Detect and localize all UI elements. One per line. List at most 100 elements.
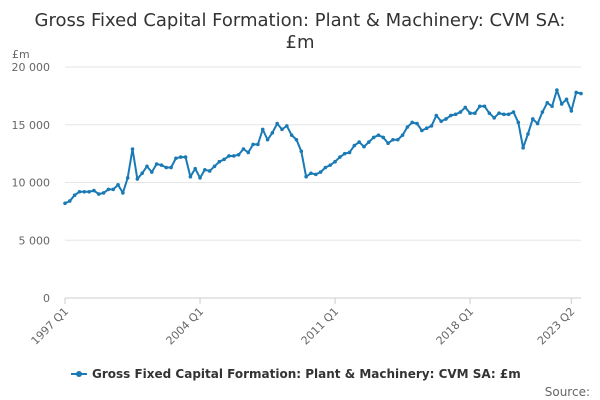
data-point[interactable]: [526, 132, 530, 136]
data-point[interactable]: [434, 113, 439, 118]
data-point[interactable]: [222, 157, 226, 162]
data-point[interactable]: [106, 187, 111, 192]
data-point[interactable]: [579, 91, 583, 96]
data-point[interactable]: [130, 147, 135, 151]
data-point[interactable]: [289, 133, 294, 137]
data-point[interactable]: [217, 159, 222, 164]
data-point[interactable]: [251, 142, 255, 147]
data-point[interactable]: [477, 104, 482, 109]
data-point[interactable]: [574, 90, 578, 95]
data-point[interactable]: [559, 102, 564, 106]
data-point[interactable]: [145, 164, 149, 169]
data-point[interactable]: [497, 111, 501, 115]
data-point[interactable]: [198, 176, 202, 180]
data-point[interactable]: [169, 165, 173, 170]
data-point[interactable]: [260, 127, 265, 132]
data-point[interactable]: [275, 121, 279, 126]
data-point[interactable]: [241, 147, 246, 151]
data-point[interactable]: [265, 137, 270, 142]
data-point[interactable]: [96, 192, 101, 196]
data-point[interactable]: [545, 101, 550, 105]
data-point[interactable]: [487, 111, 492, 115]
data-point[interactable]: [164, 165, 169, 170]
data-point[interactable]: [285, 124, 289, 128]
data-point[interactable]: [193, 166, 198, 171]
data-point[interactable]: [294, 137, 299, 142]
data-point[interactable]: [473, 111, 477, 115]
data-point[interactable]: [116, 183, 120, 187]
data-point[interactable]: [357, 140, 361, 144]
data-point[interactable]: [159, 163, 164, 167]
data-point[interactable]: [174, 156, 178, 161]
data-point[interactable]: [492, 116, 497, 120]
data-point[interactable]: [463, 105, 468, 110]
data-point[interactable]: [125, 176, 130, 180]
data-point[interactable]: [63, 201, 67, 206]
data-point[interactable]: [280, 127, 284, 132]
data-point[interactable]: [371, 135, 376, 140]
data-point[interactable]: [405, 125, 410, 129]
data-point[interactable]: [72, 193, 77, 197]
data-point[interactable]: [410, 120, 415, 125]
data-point[interactable]: [270, 131, 275, 135]
data-point[interactable]: [482, 104, 487, 109]
data-point[interactable]: [458, 110, 463, 114]
data-point[interactable]: [362, 144, 366, 149]
data-point[interactable]: [453, 112, 458, 117]
data-point[interactable]: [535, 121, 540, 126]
data-point[interactable]: [227, 154, 231, 158]
data-point[interactable]: [333, 159, 337, 164]
data-point[interactable]: [429, 124, 434, 128]
data-point[interactable]: [207, 169, 212, 173]
data-point[interactable]: [188, 174, 193, 179]
data-point[interactable]: [256, 142, 260, 147]
data-point[interactable]: [516, 120, 521, 125]
data-point[interactable]: [550, 104, 554, 109]
data-point[interactable]: [338, 155, 342, 159]
data-point[interactable]: [439, 119, 443, 124]
data-point[interactable]: [101, 191, 106, 195]
data-point[interactable]: [178, 155, 183, 159]
data-point[interactable]: [468, 111, 472, 115]
data-point[interactable]: [309, 171, 313, 176]
legend[interactable]: Gross Fixed Capital Formation: Plant & M…: [71, 367, 521, 381]
data-point[interactable]: [415, 121, 419, 126]
data-point[interactable]: [391, 137, 395, 142]
data-point[interactable]: [246, 150, 251, 155]
data-point[interactable]: [569, 109, 574, 113]
data-point[interactable]: [530, 117, 535, 121]
data-point[interactable]: [212, 164, 217, 169]
data-point[interactable]: [82, 189, 87, 194]
data-point[interactable]: [121, 191, 125, 195]
data-point[interactable]: [323, 165, 328, 170]
data-point[interactable]: [318, 170, 323, 174]
data-point[interactable]: [521, 146, 525, 150]
data-point[interactable]: [135, 177, 140, 181]
data-point[interactable]: [328, 163, 333, 167]
data-point[interactable]: [506, 112, 511, 117]
data-point[interactable]: [154, 162, 159, 166]
data-point[interactable]: [420, 128, 424, 133]
data-point[interactable]: [299, 149, 304, 154]
data-point[interactable]: [304, 174, 308, 179]
data-point[interactable]: [381, 135, 386, 140]
data-point[interactable]: [347, 150, 352, 155]
data-point[interactable]: [203, 167, 207, 172]
data-point[interactable]: [502, 112, 506, 117]
data-point[interactable]: [183, 155, 188, 159]
data-point[interactable]: [342, 151, 347, 156]
data-point[interactable]: [424, 126, 429, 131]
data-point[interactable]: [555, 88, 559, 92]
data-point[interactable]: [236, 152, 241, 157]
data-point[interactable]: [87, 189, 91, 194]
data-point[interactable]: [564, 97, 569, 102]
data-point[interactable]: [511, 110, 516, 114]
data-point[interactable]: [367, 140, 371, 144]
data-point[interactable]: [111, 187, 116, 192]
data-point[interactable]: [395, 137, 400, 142]
data-point[interactable]: [77, 189, 82, 194]
data-point[interactable]: [386, 141, 390, 146]
data-point[interactable]: [400, 133, 405, 137]
data-point[interactable]: [68, 199, 72, 203]
data-point[interactable]: [140, 171, 144, 176]
